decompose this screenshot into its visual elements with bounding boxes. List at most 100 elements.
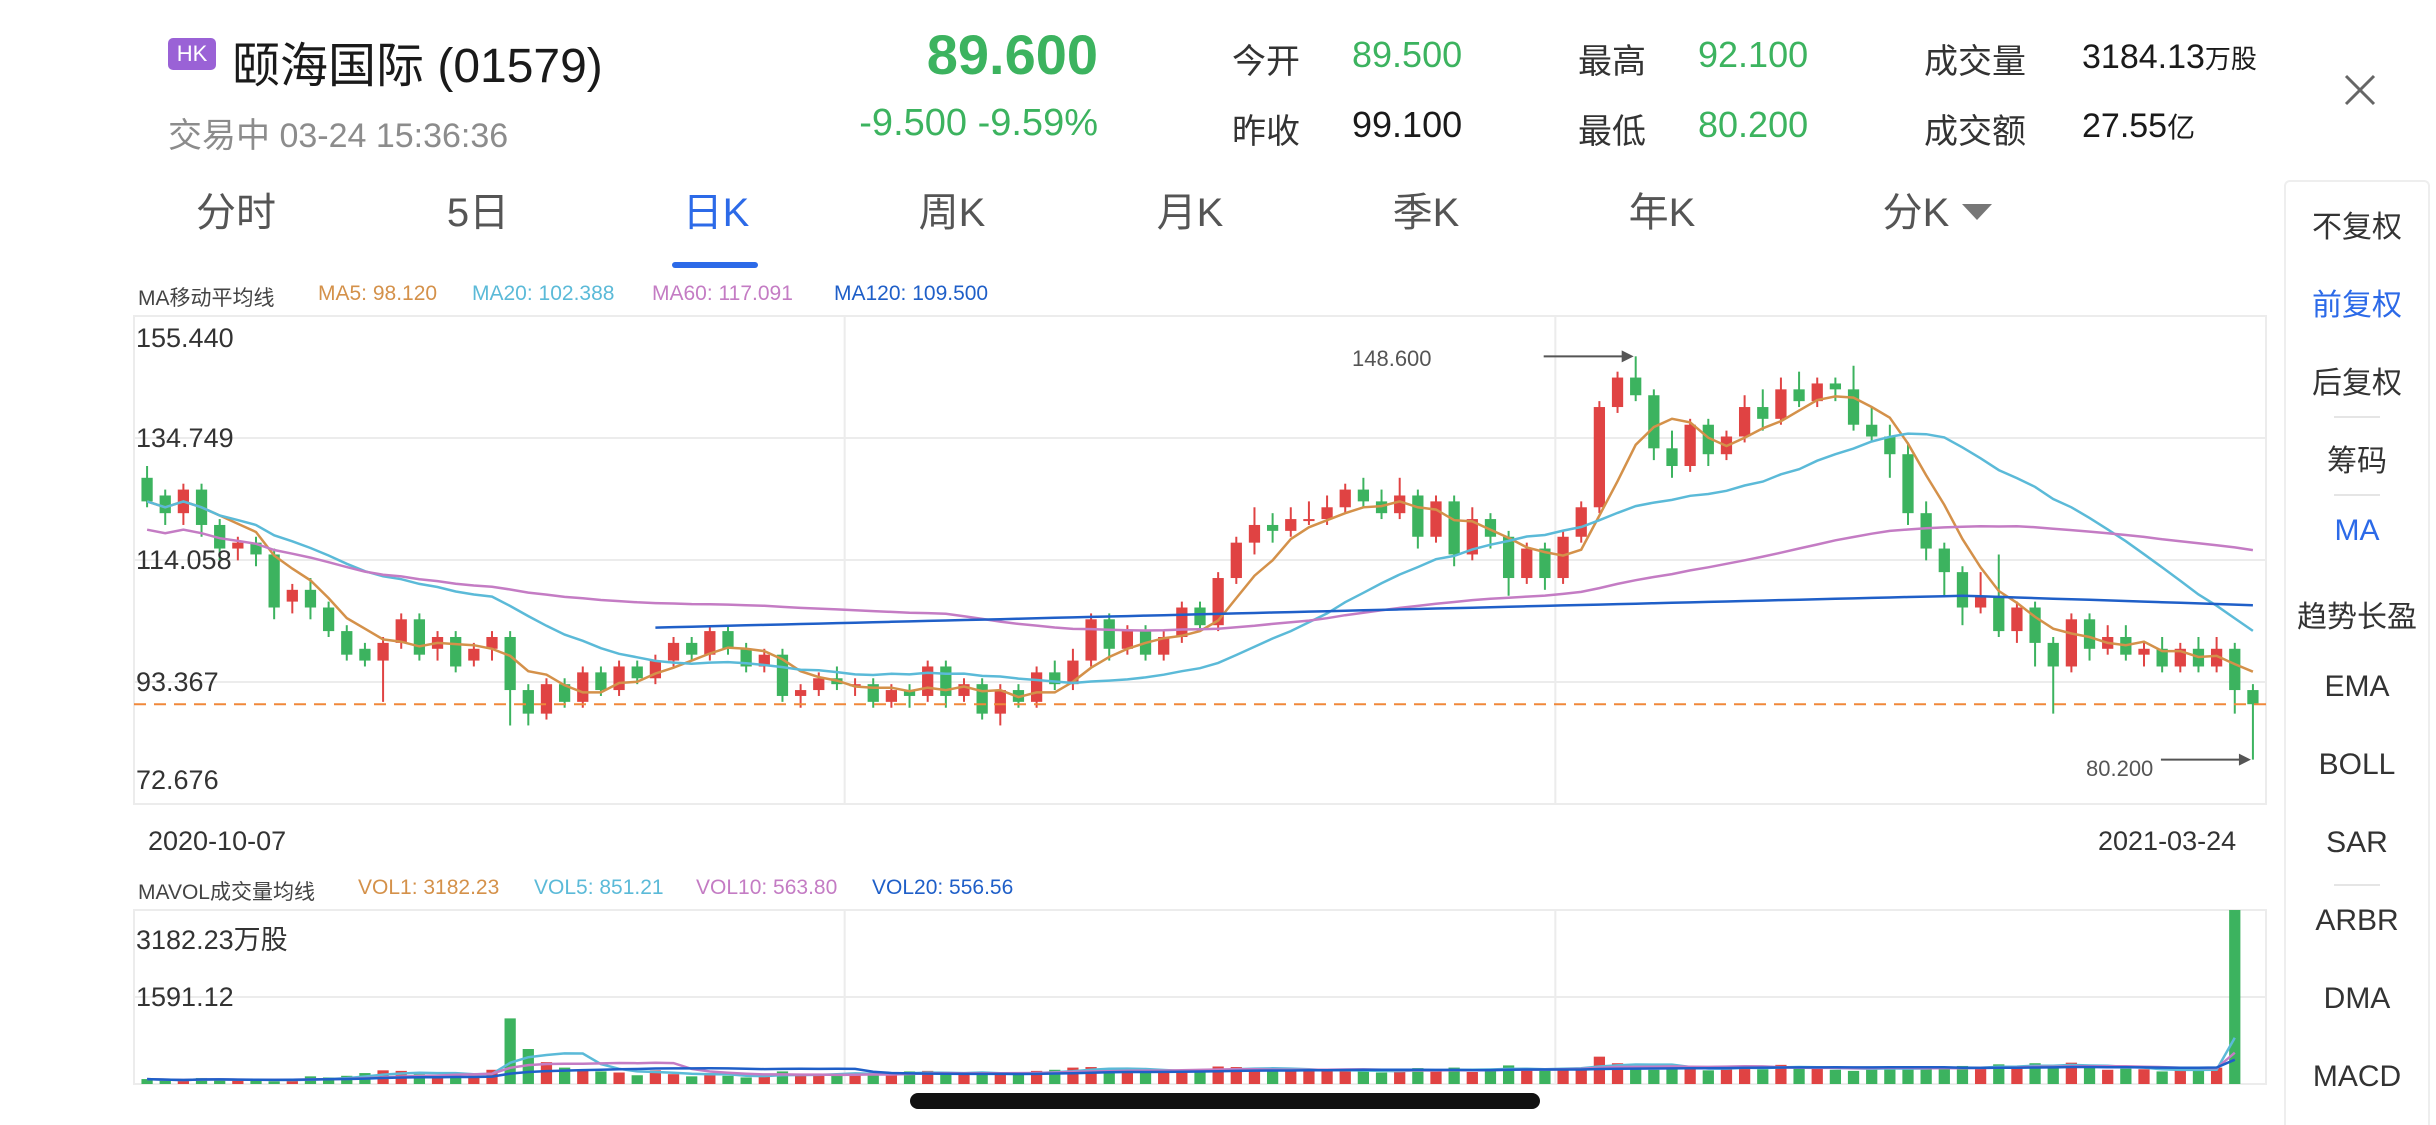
candle [1593, 407, 1606, 508]
volume-bar [1902, 1068, 1914, 1084]
candle [1194, 607, 1206, 626]
ma20-legend: MA20: 102.388 [472, 282, 615, 305]
volume-bar [1412, 1068, 1424, 1084]
volume-bar [1993, 1064, 2005, 1084]
volume-bar [722, 1075, 734, 1084]
vol20-line [147, 1058, 2236, 1082]
tab-minute-k[interactable]: 分K [1882, 191, 1950, 235]
ma-legend-title: MA移动平均线 [138, 287, 275, 310]
candle [486, 636, 498, 649]
volume-bar [1575, 1067, 1587, 1084]
candle [994, 690, 1006, 714]
candle [1775, 389, 1787, 419]
candle [1394, 495, 1406, 514]
low-value: 80.200 [1698, 104, 1809, 145]
side-item-no-adjust[interactable]: 不复权 [2312, 211, 2402, 244]
volume-bar [1557, 1069, 1569, 1084]
volume-bar [1502, 1065, 1515, 1084]
side-item-ema[interactable]: EMA [2324, 670, 2390, 703]
volume-bar [268, 1081, 280, 1084]
last-price: 89.600 [926, 23, 1098, 86]
volume-bar [1521, 1068, 1533, 1084]
close-button[interactable] [2340, 70, 2380, 110]
volume-bar [1139, 1071, 1152, 1084]
side-item-sar[interactable]: SAR [2326, 826, 2388, 859]
candle [1702, 424, 1714, 455]
candle [540, 684, 553, 714]
side-item-arbr[interactable]: ARBR [2315, 904, 2399, 937]
volume-bar [758, 1076, 770, 1084]
volume-bar [2138, 1069, 2150, 1084]
candle [268, 554, 280, 608]
tab-intraday[interactable]: 分时 [196, 191, 276, 235]
chevron-down-icon[interactable] [1960, 202, 1994, 227]
candle [468, 648, 480, 661]
candle [722, 631, 734, 649]
volume-bar [1103, 1068, 1115, 1084]
tab-quarterly-k[interactable]: 季K [1392, 191, 1460, 235]
side-item-macd[interactable]: MACD [2312, 1060, 2402, 1093]
candle [1539, 548, 1551, 579]
candle [1103, 619, 1115, 649]
ma120-legend: MA120: 109.500 [834, 282, 989, 305]
candle [2083, 619, 2096, 649]
close-icon [2344, 74, 2376, 106]
candle [1757, 407, 1769, 419]
volume-bar [1539, 1070, 1551, 1084]
volume-grid [133, 909, 2267, 1085]
candle [2065, 619, 2078, 667]
vol20-legend: VOL20: 556.56 [872, 876, 1014, 899]
volume-bar [2229, 910, 2241, 1084]
candle [1793, 389, 1805, 402]
volume-bar [1884, 1066, 1896, 1084]
volume-bar [2120, 1068, 2132, 1084]
volume-bar [2011, 1068, 2023, 1084]
side-item-ma[interactable]: MA [2334, 514, 2380, 547]
tab-5day[interactable]: 5日 [446, 191, 510, 235]
candle [1158, 636, 1170, 655]
candle [976, 684, 988, 714]
ma5-line [146, 395, 2254, 699]
volume-bar [1702, 1070, 1714, 1084]
candle [214, 524, 226, 549]
volume-bar [322, 1077, 335, 1084]
low-arrow-head [2238, 753, 2251, 766]
candle [1611, 377, 1624, 408]
candle [232, 542, 244, 549]
side-item-backward-adjust[interactable]: 后复权 [2312, 367, 2402, 400]
candle [758, 654, 770, 667]
tab-weekly-k[interactable]: 周K [918, 191, 986, 235]
side-divider [2334, 494, 2380, 496]
low-annotation: 80.200 [2086, 756, 2154, 781]
side-item-dma[interactable]: DMA [2323, 982, 2391, 1015]
stock-title: 颐海国际 (01579) [232, 40, 603, 93]
tab-daily-k[interactable]: 日K [682, 191, 750, 235]
side-item-forward-adjust[interactable]: 前复权 [2312, 289, 2402, 322]
tab-yearly-k[interactable]: 年K [1628, 191, 1696, 235]
candle [922, 666, 934, 696]
volume-bar [667, 1074, 680, 1084]
vol1-legend: VOL1: 3182.23 [358, 876, 500, 899]
indicator-panel [2284, 180, 2430, 1125]
volume-bar [540, 1062, 553, 1084]
candle [522, 690, 534, 714]
candle [1030, 672, 1043, 702]
volume-bar [1230, 1067, 1242, 1084]
volume-bar [1266, 1069, 1279, 1084]
side-item-trend[interactable]: 趋势长盈 [2297, 601, 2417, 634]
volume-bar [2192, 1069, 2205, 1084]
volume-bar [867, 1073, 879, 1084]
candle [649, 660, 662, 679]
volume-bar [631, 1075, 643, 1084]
tab-monthly-k[interactable]: 月K [1156, 191, 1224, 235]
side-item-chips[interactable]: 筹码 [2327, 445, 2387, 478]
candle [2174, 648, 2186, 667]
side-item-boll[interactable]: BOLL [2318, 748, 2396, 781]
volume-bar [1085, 1067, 1097, 1084]
candle [1212, 578, 1224, 626]
prev-close-label: 昨收 [1232, 113, 1300, 151]
candle [1176, 607, 1188, 637]
candle [1847, 389, 1860, 425]
candle [377, 642, 389, 661]
